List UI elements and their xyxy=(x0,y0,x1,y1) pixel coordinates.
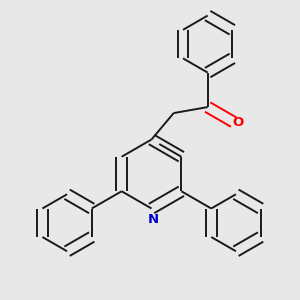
Text: O: O xyxy=(233,116,244,129)
Text: N: N xyxy=(147,213,159,226)
